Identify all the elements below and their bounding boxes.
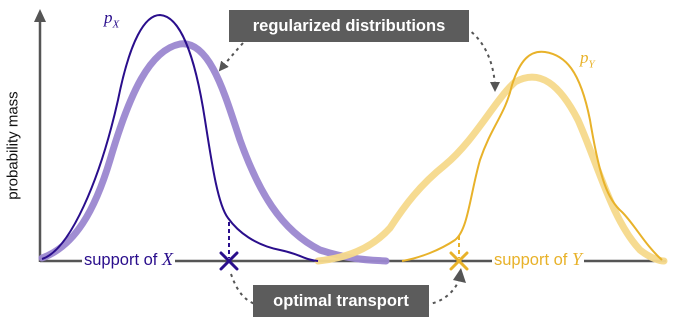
y-cross-marker	[449, 251, 469, 271]
py-curve	[401, 50, 663, 262]
arrow-to-regularized-x	[218, 42, 244, 72]
py-label: pY	[580, 48, 595, 70]
optimal-transport-arrowhead	[453, 268, 466, 283]
support-x-label: support of X	[82, 248, 175, 270]
support-y-text: support of	[494, 251, 572, 269]
py-label-base: p	[580, 48, 589, 67]
x-cross-marker	[219, 251, 239, 271]
px-label: pX	[104, 8, 119, 30]
y-axis-arrowhead	[34, 9, 46, 22]
support-y-var: Y	[571, 249, 582, 269]
px-label-sub: X	[112, 18, 120, 31]
support-y-label: support of Y	[492, 248, 584, 270]
regularized-x-curve	[38, 40, 390, 265]
regularized-distributions-callout: regularized distributions	[229, 10, 469, 42]
support-x-var: X	[161, 249, 173, 269]
px-curve	[41, 13, 319, 262]
optimal-transport-callout: optimal transport	[253, 285, 429, 317]
y-axis-label: probability mass	[2, 40, 24, 250]
regularized-y-curve	[314, 73, 668, 265]
arrow-to-regularized-y	[465, 27, 500, 92]
support-x-text: support of	[84, 251, 162, 269]
py-label-sub: Y	[588, 58, 595, 71]
y-axis-label-text: probability mass	[4, 90, 22, 200]
px-label-base: p	[104, 8, 113, 27]
